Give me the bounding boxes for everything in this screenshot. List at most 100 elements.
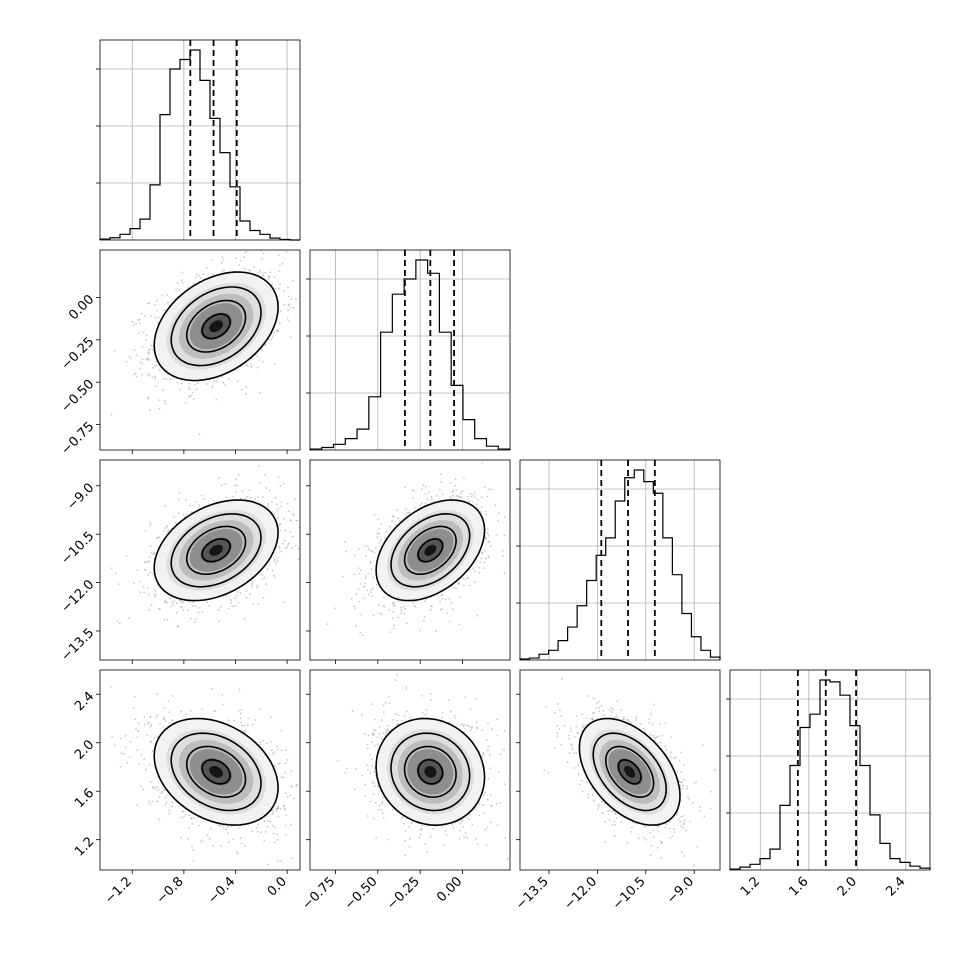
- sample-point: [154, 594, 157, 596]
- sample-point: [113, 744, 116, 747]
- sample-point: [261, 578, 264, 580]
- panel-frame: [99, 459, 301, 661]
- sample-point: [458, 623, 461, 626]
- sample-point: [153, 595, 156, 598]
- sample-point: [350, 598, 353, 601]
- sample-point: [378, 528, 381, 530]
- sample-point: [215, 398, 218, 401]
- sample-point: [481, 461, 484, 464]
- sample-point: [148, 349, 151, 352]
- sample-point: [246, 365, 249, 367]
- sample-point: [138, 332, 141, 334]
- sample-point: [194, 618, 197, 620]
- sample-point: [284, 807, 286, 810]
- sample-point: [147, 302, 149, 304]
- sample-point: [366, 589, 369, 592]
- sample-point: [440, 481, 442, 483]
- sample-point: [132, 706, 135, 709]
- sample-point: [259, 741, 262, 744]
- contour-line-3: [417, 538, 444, 563]
- sample-point: [195, 276, 198, 278]
- sample-point: [392, 610, 394, 613]
- sample-point: [165, 801, 168, 804]
- sample-point: [452, 494, 455, 497]
- sample-point: [232, 605, 235, 608]
- sample-point: [136, 804, 138, 806]
- hist-panel-2: [516, 459, 721, 661]
- sample-point: [227, 841, 230, 844]
- sample-point: [240, 388, 243, 391]
- sample-point: [165, 526, 168, 528]
- sample-point: [150, 604, 153, 606]
- contour-line-0: [153, 499, 279, 602]
- sample-point: [198, 433, 201, 436]
- sample-point: [147, 397, 150, 400]
- sample-point: [441, 597, 444, 600]
- sample-point: [135, 323, 137, 325]
- sample-point: [238, 688, 241, 691]
- sample-point: [297, 558, 300, 561]
- sample-point: [273, 576, 276, 579]
- sample-point: [236, 380, 239, 383]
- pair-content: [326, 461, 506, 637]
- density-fill: [209, 320, 223, 333]
- sample-point: [391, 617, 394, 620]
- sample-point: [252, 603, 255, 605]
- sample-point: [176, 602, 178, 605]
- sample-point: [151, 800, 154, 803]
- sample-point: [266, 568, 269, 571]
- sample-point: [271, 283, 274, 285]
- sample-point: [289, 531, 292, 533]
- sample-point: [384, 536, 386, 539]
- sample-point: [145, 334, 148, 337]
- sample-point: [141, 373, 143, 376]
- sample-point: [385, 531, 388, 534]
- sample-point: [180, 710, 183, 713]
- sample-point: [419, 504, 422, 507]
- sample-point: [154, 375, 157, 378]
- sample-point: [153, 552, 156, 554]
- sample-point: [213, 500, 216, 502]
- sample-point: [119, 765, 122, 768]
- sample-point: [220, 262, 223, 264]
- sample-point: [251, 830, 254, 833]
- sample-point: [430, 605, 433, 607]
- sample-point: [234, 604, 237, 607]
- sample-point: [279, 309, 282, 312]
- sample-point: [343, 541, 346, 543]
- sample-point: [502, 555, 505, 557]
- sample-point: [189, 504, 192, 507]
- sample-point: [249, 269, 252, 272]
- sample-point: [290, 298, 293, 300]
- sample-point: [400, 609, 403, 612]
- sample-point: [129, 357, 132, 360]
- sample-point: [288, 542, 290, 545]
- sample-point: [414, 606, 417, 608]
- sample-point: [133, 373, 136, 376]
- sample-point: [147, 574, 150, 576]
- sample-point: [212, 273, 215, 276]
- sample-point: [319, 282, 321, 284]
- sample-point: [273, 331, 276, 334]
- sample-point: [277, 507, 280, 510]
- sample-point: [392, 515, 395, 518]
- sample-point: [237, 709, 240, 712]
- sample-point: [171, 801, 174, 804]
- sample-point: [211, 385, 214, 388]
- sample-point: [439, 600, 441, 603]
- sample-point: [420, 488, 423, 490]
- sample-point: [287, 309, 290, 312]
- contour-line-1: [390, 512, 471, 588]
- sample-point: [360, 569, 362, 572]
- sample-point: [353, 554, 356, 557]
- sample-point: [256, 584, 259, 587]
- sample-point: [287, 286, 289, 289]
- sample-point: [241, 490, 244, 493]
- sample-point: [245, 596, 248, 599]
- sample-point: [283, 540, 286, 542]
- sample-point: [358, 548, 360, 550]
- sample-point: [219, 844, 222, 847]
- sample-point: [479, 510, 482, 513]
- sample-point: [368, 548, 370, 550]
- sample-point: [372, 587, 374, 590]
